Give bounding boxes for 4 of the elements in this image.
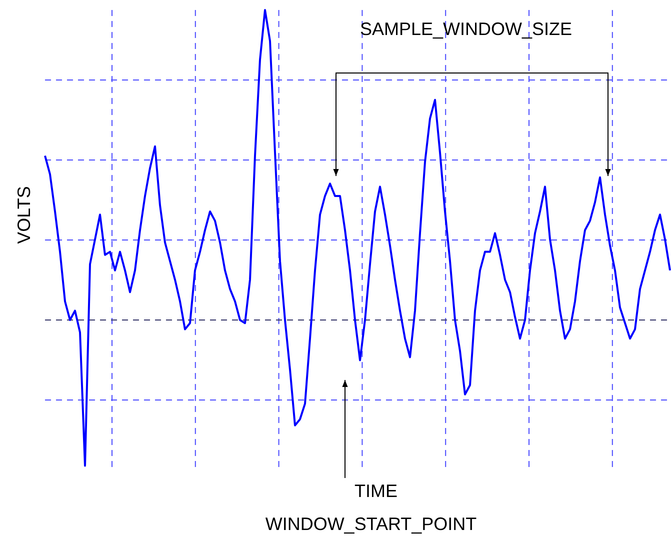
x-axis-title: TIME bbox=[354, 481, 398, 501]
annotation: SAMPLE_WINDOW_SIZE bbox=[360, 19, 572, 39]
text: WINDOW_START_POINT bbox=[265, 514, 477, 534]
y-axis-title: VOLTS bbox=[14, 186, 34, 244]
